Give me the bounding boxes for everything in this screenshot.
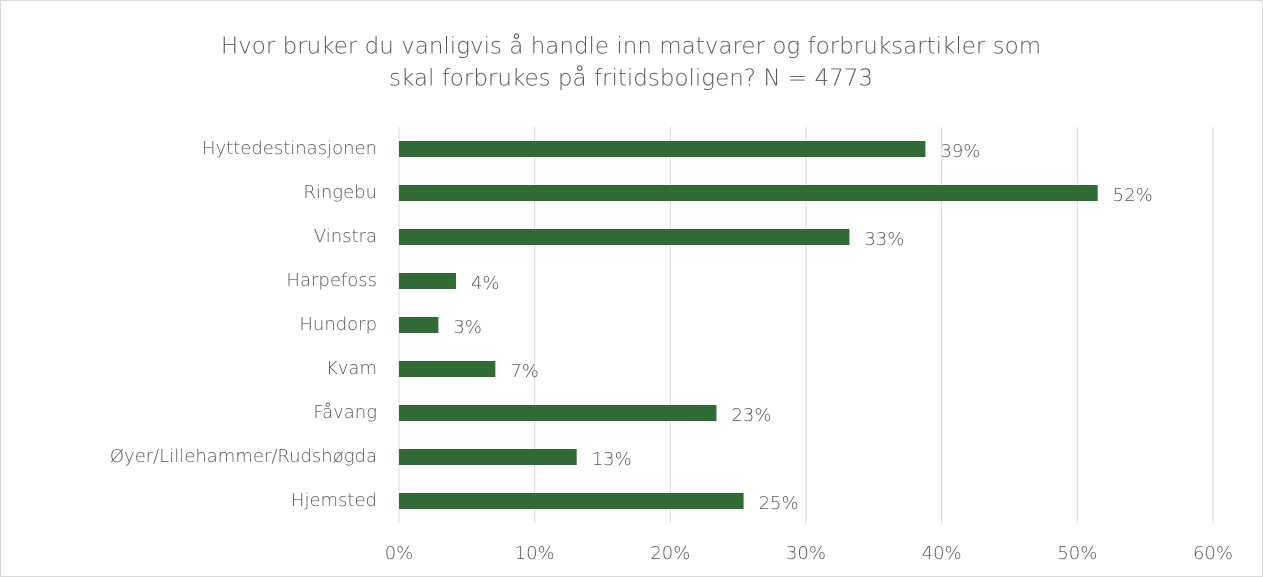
value-label: 25% [759,493,799,514]
x-tick-label: 60% [1193,543,1233,564]
x-tick-label: 10% [515,543,555,564]
bar [399,405,717,421]
chart-title: Hvor bruker du vanligvis å handle inn ma… [221,34,1041,60]
y-tick-label: Hundorp [299,314,377,335]
bar [399,361,496,377]
bar [399,141,926,157]
y-tick-label: Vinstra [314,226,377,247]
value-label: 23% [731,405,771,426]
value-label: 13% [592,449,632,470]
y-tick-label: Ringebu [303,182,377,203]
x-tick-label: 30% [786,543,826,564]
y-tick-label: Hjemsted [291,490,377,511]
bar [399,317,439,333]
y-tick-label: Øyer/Lillehammer/Rudshøgda [110,446,377,467]
y-tick-label: Hyttedestinasjonen [202,138,377,159]
y-tick-label: Harpefoss [286,270,377,291]
bar [399,229,850,245]
value-label: 7% [510,361,539,382]
x-tick-label: 20% [650,543,690,564]
y-tick-label: Fåvang [313,402,377,423]
value-label: 4% [471,273,500,294]
x-tick-label: 50% [1057,543,1097,564]
y-tick-label: Kvam [326,358,377,379]
value-label: 52% [1113,185,1153,206]
x-tick-label: 40% [922,543,962,564]
value-label: 39% [940,141,980,162]
x-tick-label: 0% [385,543,414,564]
value-label: 33% [864,229,904,250]
value-label: 3% [453,317,482,338]
bar [399,273,456,289]
bar [399,449,577,465]
chart-title: skal forbrukes på fritidsboligen? N = 47… [389,66,873,92]
bar [399,493,744,509]
bar [399,185,1098,201]
